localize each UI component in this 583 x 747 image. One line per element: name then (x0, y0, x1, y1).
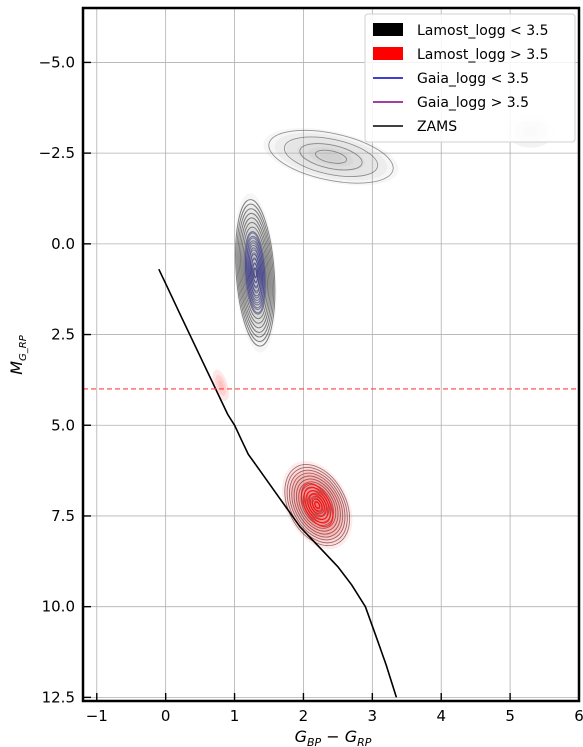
plot-frame (81, 6, 581, 703)
dwarf-contour (295, 478, 339, 532)
x-tick-label: 2 (299, 707, 309, 725)
axis-ticks: −1 0 1 2 3 4 5 6 −5.0 −2.5 0.0 2.5 5.0 7.5 10.0 12.5 (39, 53, 583, 725)
dwarf-core-contour (313, 500, 321, 510)
giant-contour (243, 231, 267, 315)
giant-tail-density (285, 137, 377, 176)
giant-contour (241, 221, 270, 324)
legend-box (364, 13, 576, 143)
y-tick-label: −2.5 (39, 144, 75, 162)
x-tick-label: 1 (230, 707, 240, 725)
legend-label: ZAMS (417, 119, 457, 135)
giant-core-contour (249, 252, 261, 294)
giant-tail-density (319, 151, 343, 162)
giant-tail-density (308, 147, 354, 167)
contour-lines (235, 129, 394, 547)
dwarf-contour (300, 484, 334, 526)
x-tick-label: −1 (86, 707, 108, 725)
giant-tail-density (274, 132, 388, 181)
dwarf-blob-density (218, 380, 224, 391)
giant-core-contour (244, 232, 266, 314)
giant-contour (237, 208, 273, 338)
y-tick-label: 12.5 (42, 688, 75, 706)
giant-core-contour (245, 237, 265, 309)
y-tick-label: 0.0 (51, 235, 75, 253)
giant-contour (238, 212, 272, 333)
legend: Lamost_logg < 3.5 Lamost_logg > 3.5 Gaia_l… (364, 13, 576, 143)
x-tick-label: 3 (368, 707, 378, 725)
y-tick-label: −5.0 (39, 53, 75, 71)
y-tick-label: 10.0 (42, 598, 75, 616)
giant-tail-contour (299, 143, 363, 171)
y-tick-label: 5.0 (51, 416, 75, 434)
giant-core-contour (252, 262, 259, 284)
y-tick-label: 7.5 (51, 507, 75, 525)
giant-core-contour (250, 257, 260, 289)
y-tick-label: 2.5 (51, 326, 75, 344)
legend-swatch (373, 47, 403, 60)
giant-tail-contour (315, 149, 347, 164)
giant-core-contour (253, 267, 258, 279)
giant-core-contour (247, 242, 264, 304)
giant-core-contour (248, 247, 263, 299)
x-tick-label: 0 (161, 707, 171, 725)
dwarf-core-contour (300, 482, 334, 528)
giant-tail-contour (283, 136, 379, 177)
giant-contour (236, 203, 275, 343)
legend-label: Lamost_logg > 3.5 (417, 47, 549, 63)
y-axis-label: MG_RP (7, 334, 29, 375)
legend-label: Lamost_logg < 3.5 (417, 23, 549, 39)
x-tick-label: 4 (436, 707, 446, 725)
dwarf-core-contour (303, 486, 331, 524)
dwarf-contour (291, 472, 344, 538)
zams-curve (158, 268, 398, 698)
dwarf-core-contour (306, 490, 329, 521)
legend-label: Gaia_logg > 3.5 (417, 95, 529, 111)
giant-tail-contour (268, 129, 394, 184)
dwarf-core-contour (311, 497, 324, 513)
dwarf-contour (293, 475, 341, 535)
giant-contour (235, 199, 276, 347)
density-layers (212, 115, 555, 550)
dwarf-contour (284, 464, 351, 547)
giant-contour (239, 217, 271, 329)
x-tick-label: 5 (505, 707, 515, 725)
dwarf-blob-density (212, 369, 230, 402)
dwarf-core-contour (308, 493, 326, 517)
dwarf-blob-density (215, 374, 227, 396)
legend-swatch (373, 23, 403, 36)
dwarf-contour (298, 481, 337, 529)
dwarf-density (292, 474, 342, 536)
dwarf-contour (289, 469, 346, 541)
giant-contour (242, 226, 269, 320)
legend-label: Gaia_logg < 3.5 (417, 71, 529, 87)
x-axis-label: GBP − GRP (295, 727, 372, 747)
x-tick-label: 6 (574, 707, 583, 725)
